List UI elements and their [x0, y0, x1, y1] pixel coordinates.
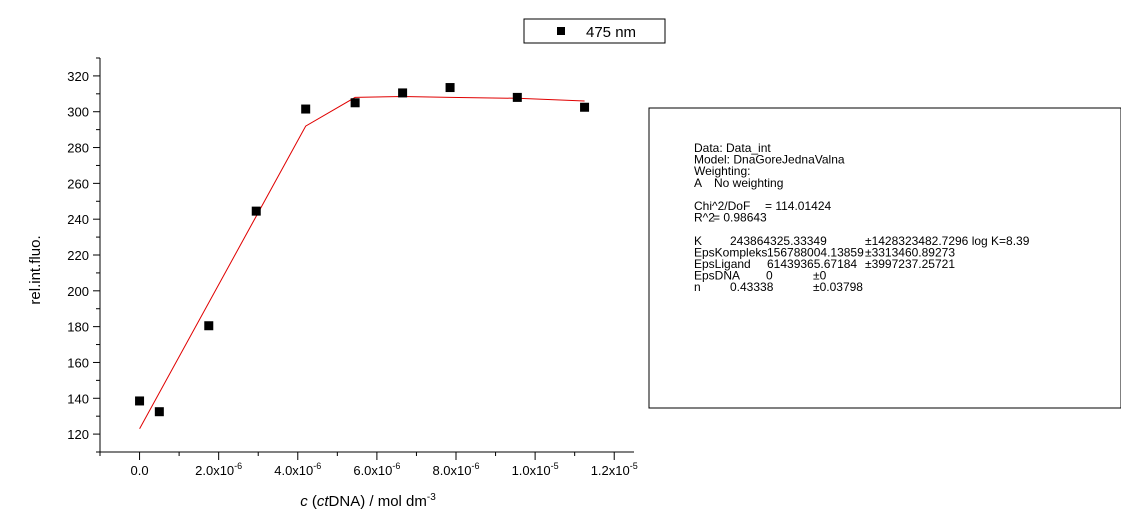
- data-point: [398, 88, 408, 98]
- x-axis-ticks: 0.0 2.0x10-6 4.0x10-6 6.0x10-6 8.0x10-6 1.0x1…: [99, 452, 638, 478]
- fit-report-cell: EpsKompleks: [694, 245, 767, 259]
- fit-report-cell: ±0.03798: [813, 280, 863, 294]
- fit-report-cell: = 114.01424: [765, 199, 832, 213]
- data-point: [512, 92, 522, 102]
- x-tick-label: 4.0x10-6: [274, 461, 321, 478]
- legend-marker: [557, 27, 565, 35]
- fit-report-line: Weighting:: [694, 164, 750, 178]
- fit-report-cell: ±3313460.89273: [865, 245, 955, 259]
- fit-report-cell: n: [694, 280, 701, 294]
- y-tick-label: 180: [67, 320, 89, 335]
- y-tick-label: 300: [67, 105, 89, 120]
- fit-report-cell: R^2: [694, 211, 715, 225]
- fit-report-cell: No weighting: [714, 176, 783, 190]
- y-tick-label: 320: [67, 69, 89, 84]
- plot-axes: [99, 58, 634, 453]
- y-axis-ticks: 120 140 160 180 200 220 240 260 280 300 320: [67, 57, 100, 453]
- legend: 475 nm: [523, 18, 666, 44]
- fit-report-cell: ±1428323482.7296 log K=8.39: [865, 234, 1030, 248]
- fit-report-cell: K: [694, 234, 702, 248]
- fit-report-cell: EpsDNA: [694, 269, 740, 283]
- fit-report-cell: 61439365.67184: [767, 257, 857, 271]
- x-tick-label: 1.2x10-5: [591, 461, 638, 478]
- data-point: [135, 396, 145, 406]
- fit-report-cell: = 0.98643: [713, 211, 767, 225]
- data-point: [251, 206, 261, 216]
- y-tick-label: 240: [67, 212, 89, 227]
- x-tick-label: 6.0x10-6: [353, 461, 400, 478]
- data-point: [301, 104, 311, 114]
- fit-report-cell: 0: [766, 269, 773, 283]
- fit-report-line: Model: DnaGoreJednaValna: [694, 153, 845, 167]
- data-point: [154, 407, 164, 417]
- y-axis-title: rel.int.fluo.: [27, 235, 44, 304]
- fit-report-cell: EpsLigand: [694, 257, 751, 271]
- fit-report-line: Data: Data_int: [694, 141, 771, 155]
- fit-report-cell: Chi^2/DoF: [694, 199, 750, 213]
- x-tick-label: 8.0x10-6: [432, 461, 479, 478]
- fit-report-cell: ±3997237.25721: [865, 257, 955, 271]
- fit-curve: [139, 95, 585, 429]
- y-tick-label: 120: [67, 427, 89, 442]
- data-point: [445, 83, 455, 93]
- fit-report-cell: 156788004.13859: [767, 245, 864, 259]
- fit-report-cell: A: [694, 176, 702, 190]
- data-point: [204, 321, 214, 331]
- x-tick-label: 0.0: [131, 463, 149, 478]
- x-tick-label: 2.0x10-6: [195, 461, 242, 478]
- fit-report-cell: 243864325.33349: [730, 234, 827, 248]
- y-tick-label: 220: [67, 248, 89, 263]
- x-tick-label: 1.0x10-5: [512, 461, 559, 478]
- series-layer: [135, 83, 590, 429]
- y-tick-label: 280: [67, 141, 89, 156]
- x-axis-title: c (ctDNA) / mol dm-3: [300, 492, 436, 510]
- y-tick-label: 160: [67, 355, 89, 370]
- y-tick-label: 140: [67, 391, 89, 406]
- fit-report-cell: 0.43338: [730, 280, 774, 294]
- legend-label: 475 nm: [586, 24, 636, 41]
- fit-report-cell: ±0: [813, 269, 827, 283]
- data-point: [580, 102, 590, 112]
- data-point: [350, 98, 360, 108]
- y-tick-label: 200: [67, 284, 89, 299]
- y-tick-label: 260: [67, 176, 89, 191]
